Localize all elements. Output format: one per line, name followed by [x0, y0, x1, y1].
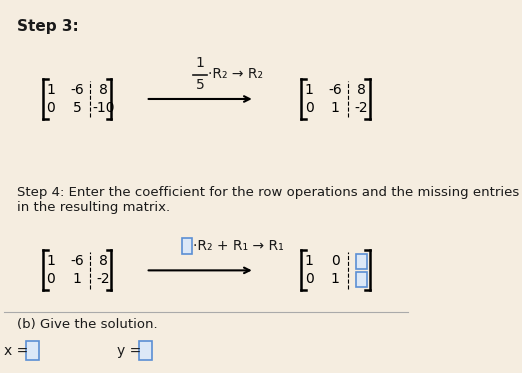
Text: 5: 5 [196, 78, 205, 92]
Text: x =: x = [4, 344, 33, 358]
Text: 1: 1 [331, 101, 340, 115]
Text: Step 4: Enter the coefficient for the row operations and the missing entries
in : Step 4: Enter the coefficient for the ro… [17, 186, 519, 214]
Text: 1: 1 [305, 254, 314, 268]
Text: 0: 0 [46, 101, 55, 115]
Text: 8: 8 [357, 83, 366, 97]
FancyBboxPatch shape [357, 254, 367, 269]
Text: 1: 1 [305, 83, 314, 97]
Text: 0: 0 [46, 273, 55, 286]
Text: ·R₂ → R₂: ·R₂ → R₂ [208, 67, 263, 81]
FancyBboxPatch shape [182, 238, 192, 254]
Text: 0: 0 [305, 101, 314, 115]
Text: -6: -6 [70, 83, 84, 97]
Text: 0: 0 [331, 254, 340, 268]
Text: 1: 1 [46, 254, 55, 268]
FancyBboxPatch shape [26, 341, 39, 360]
Text: -6: -6 [70, 254, 84, 268]
Text: -2: -2 [97, 273, 110, 286]
Text: (b) Give the solution.: (b) Give the solution. [17, 318, 157, 331]
Text: 1: 1 [46, 83, 55, 97]
FancyBboxPatch shape [139, 341, 152, 360]
Text: -10: -10 [92, 101, 115, 115]
Text: Step 3:: Step 3: [17, 19, 78, 34]
Text: ·R₂ + R₁ → R₁: ·R₂ + R₁ → R₁ [193, 239, 283, 253]
Text: 1: 1 [73, 273, 81, 286]
Text: 1: 1 [196, 56, 205, 69]
Text: -2: -2 [355, 101, 369, 115]
Text: 0: 0 [305, 273, 314, 286]
FancyBboxPatch shape [357, 272, 367, 287]
Text: 5: 5 [73, 101, 81, 115]
Text: 1: 1 [331, 273, 340, 286]
Text: -6: -6 [328, 83, 342, 97]
Text: 8: 8 [99, 83, 108, 97]
Text: 8: 8 [99, 254, 108, 268]
Text: y =: y = [117, 344, 146, 358]
